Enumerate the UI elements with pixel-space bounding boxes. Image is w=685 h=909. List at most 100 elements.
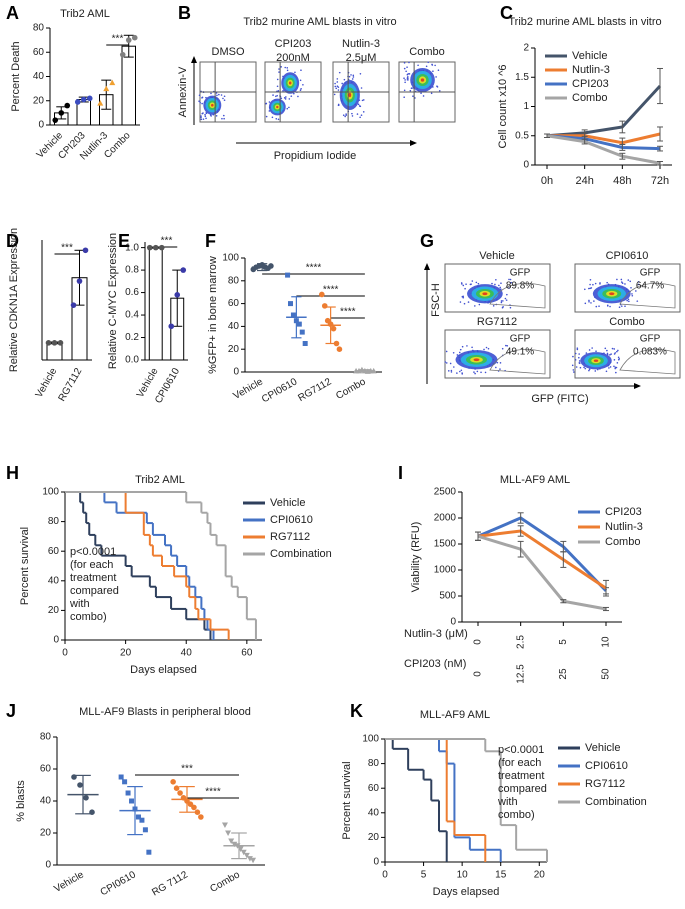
flow-event [499, 286, 502, 289]
flow-event [438, 89, 441, 92]
flow-event [508, 278, 510, 281]
flow-event [504, 297, 507, 300]
flow-event [590, 302, 592, 304]
data-point [109, 79, 116, 86]
flow-event [350, 74, 352, 76]
x-tick-label: 5 [558, 639, 569, 645]
flow-event [617, 349, 619, 352]
flow-event [406, 79, 409, 81]
flow-event [613, 353, 616, 355]
flow-event [294, 71, 296, 74]
flow-density [276, 105, 279, 109]
chart-title: MLL-AF9 Blasts in peripheral blood [79, 706, 251, 718]
flow-event [216, 94, 218, 97]
data-point [64, 102, 71, 109]
x-tick-label: 0h [541, 175, 553, 187]
data-point [152, 244, 159, 251]
panel-letter: F [205, 231, 216, 251]
y-tick-label: 0 [450, 617, 456, 628]
flow-event [464, 287, 466, 290]
panel-letter: D [6, 231, 19, 251]
flow-event [505, 344, 507, 347]
flow-event [430, 92, 433, 95]
flow-event [470, 283, 472, 285]
flow-event [456, 354, 459, 356]
flow-event [475, 281, 478, 284]
flow-event [336, 85, 339, 88]
data-point [191, 804, 197, 811]
flow-event [432, 70, 434, 72]
significance-label: **** [306, 263, 322, 274]
flow-event [198, 100, 200, 102]
y-tick-label: 40 [33, 71, 45, 82]
flow-event [434, 64, 436, 67]
flow-event [359, 73, 362, 75]
data-point [240, 849, 247, 856]
flow-event [594, 282, 597, 285]
y-tick-label: 0.5 [515, 130, 529, 141]
flow-event [620, 281, 623, 283]
flow-event [288, 98, 291, 100]
y-tick-label: 0.2 [125, 332, 139, 343]
flow-event [466, 345, 468, 347]
flow-event [584, 302, 587, 305]
flow-event [509, 278, 512, 281]
flow-event [459, 370, 461, 373]
data-point [129, 798, 135, 804]
flow-event [409, 89, 412, 92]
flow-event [628, 300, 630, 303]
flow-plot [574, 263, 681, 313]
x-tick-label: 10 [457, 870, 469, 881]
flow-event [510, 281, 513, 284]
flow-event [204, 115, 207, 118]
y-tick-label: 0 [523, 160, 529, 171]
x-tick-label: 0 [473, 671, 484, 677]
y-tick-label: 500 [439, 591, 456, 602]
flow-event [288, 106, 290, 109]
flow-event [615, 366, 618, 369]
flow-event [201, 96, 204, 99]
flow-event [453, 366, 455, 368]
flow-event [606, 281, 608, 284]
flow-event [478, 303, 481, 306]
flow-event [609, 354, 611, 356]
panel-letter: H [6, 463, 19, 483]
data-point [290, 312, 296, 318]
y-tick-label: 0 [38, 120, 44, 131]
data-point [321, 303, 328, 309]
flow-event [500, 300, 503, 302]
flow-event [487, 347, 490, 350]
flow-event [210, 92, 212, 95]
flow-event [404, 79, 406, 81]
flow-event [617, 356, 620, 359]
data-point [180, 267, 187, 273]
data-point [76, 278, 83, 284]
flow-event [403, 67, 406, 70]
flow-event [447, 370, 450, 372]
flow-event [435, 76, 437, 78]
x-axis-label: GFP (FITC) [531, 393, 588, 405]
data-point [177, 790, 183, 796]
gate-label: GFP [640, 334, 661, 345]
data-point [122, 779, 128, 785]
flow-event [480, 371, 482, 374]
flow-event [465, 283, 467, 285]
data-point [131, 34, 138, 41]
y-tick-label: 20 [368, 832, 380, 843]
flow-event [460, 282, 463, 284]
y-tick-label: 1 [523, 101, 529, 112]
y-tick-label: 0 [45, 860, 51, 871]
x-tick-label: 0 [62, 648, 68, 659]
flow-event [437, 69, 440, 72]
gate-label: GFP [510, 268, 531, 279]
condition-label: Combo [609, 316, 644, 328]
annotation: p<0.0001 [70, 546, 116, 558]
flow-event [578, 362, 581, 365]
arrow-head [191, 56, 197, 63]
y-tick-label: 100 [362, 734, 379, 745]
flow-event [337, 103, 340, 106]
flow-event [595, 305, 598, 308]
flow-event [579, 366, 582, 369]
data-point [52, 117, 59, 123]
y-tick-label: 0 [373, 857, 379, 868]
